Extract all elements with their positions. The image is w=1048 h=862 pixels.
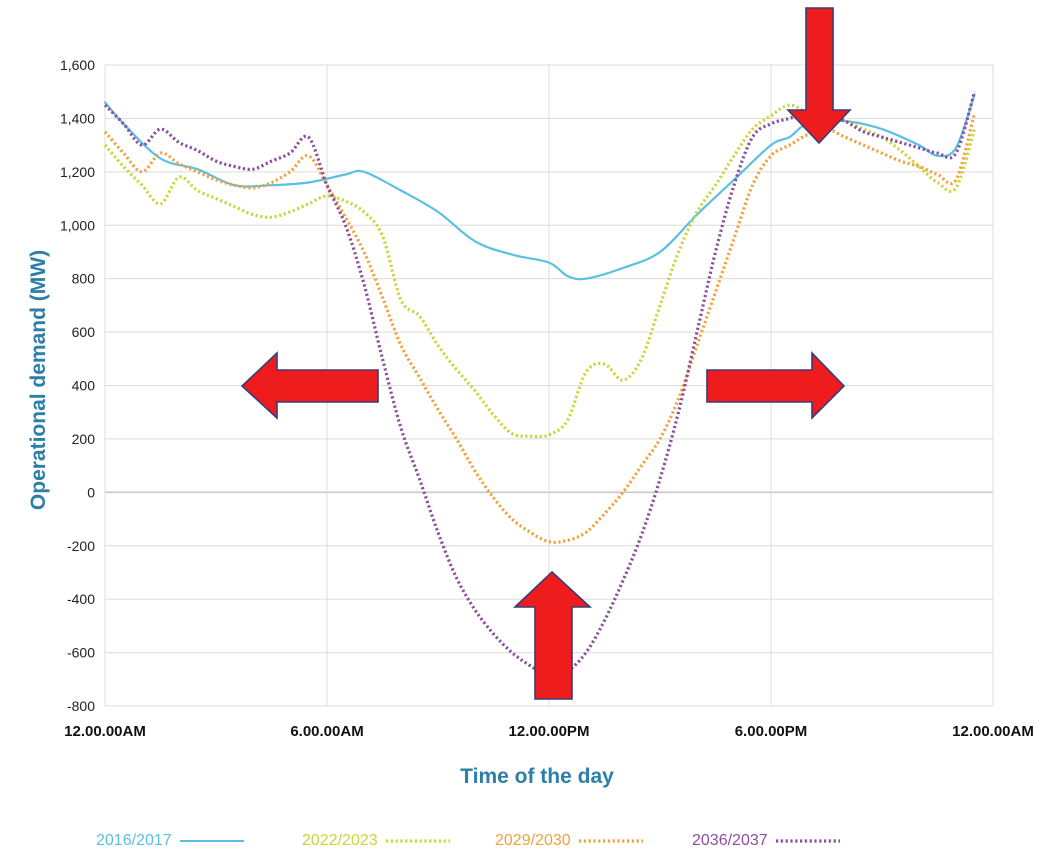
legend: 2016/2017 2022/2023 2029/2030 2036/2037 [60,832,1020,854]
x-tick-label: 12.00.00AM [952,723,1034,740]
y-tick-label: 1,200 [60,164,95,180]
y-tick-label: 0 [87,484,95,500]
y-tick-label: -800 [67,698,95,714]
y-tick-label: 200 [72,431,96,447]
legend-swatch [775,839,840,843]
arrow-right-icon [706,351,846,420]
legend-label: 2029/2030 [495,832,571,849]
axis-layer: -800 -600 -400 -200 0 200 400 600 800 1,000 1,200 1… [60,57,1034,740]
y-tick-label: 400 [72,378,96,394]
legend-item: 2016/2017 [96,832,246,850]
series-line-2022-2023 [103,103,977,439]
y-tick-label: 600 [72,324,96,340]
y-tick-label: -400 [67,591,95,607]
arrow-up-icon [512,570,593,700]
x-tick-label: 6.00.00AM [290,723,363,740]
y-tick-label: -200 [67,538,95,554]
series-line-2016-2017 [103,93,976,281]
legend-label: 2036/2037 [692,832,768,849]
arrow-left-icon [240,351,379,420]
y-axis-title: Operational demand (MW) [27,250,50,510]
legend-label: 2016/2017 [96,832,172,849]
y-tick-label: 1,000 [60,217,95,233]
legend-swatch [179,840,244,842]
annotation-arrows [240,7,852,700]
x-axis-title: Time of the day [460,765,614,788]
grid-layer [104,64,994,707]
y-tick-label: 800 [72,271,96,287]
legend-label: 2022/2023 [302,832,378,849]
y-tick-label: -600 [67,645,95,661]
x-tick-label: 12.00.00PM [509,723,590,740]
legend-item: 2022/2023 [302,832,452,850]
legend-item: 2029/2030 [495,832,645,850]
legend-item: 2036/2037 [692,832,842,850]
legend-swatch [578,839,643,843]
legend-swatch [385,839,450,843]
x-tick-label: 12.00.00AM [64,723,146,740]
y-tick-label: 1,600 [60,57,95,73]
x-tick-label: 6.00.00PM [735,723,808,740]
series-line-2029-2030 [103,112,977,544]
arrow-down-icon [786,7,852,145]
y-tick-label: 1,400 [60,110,95,126]
